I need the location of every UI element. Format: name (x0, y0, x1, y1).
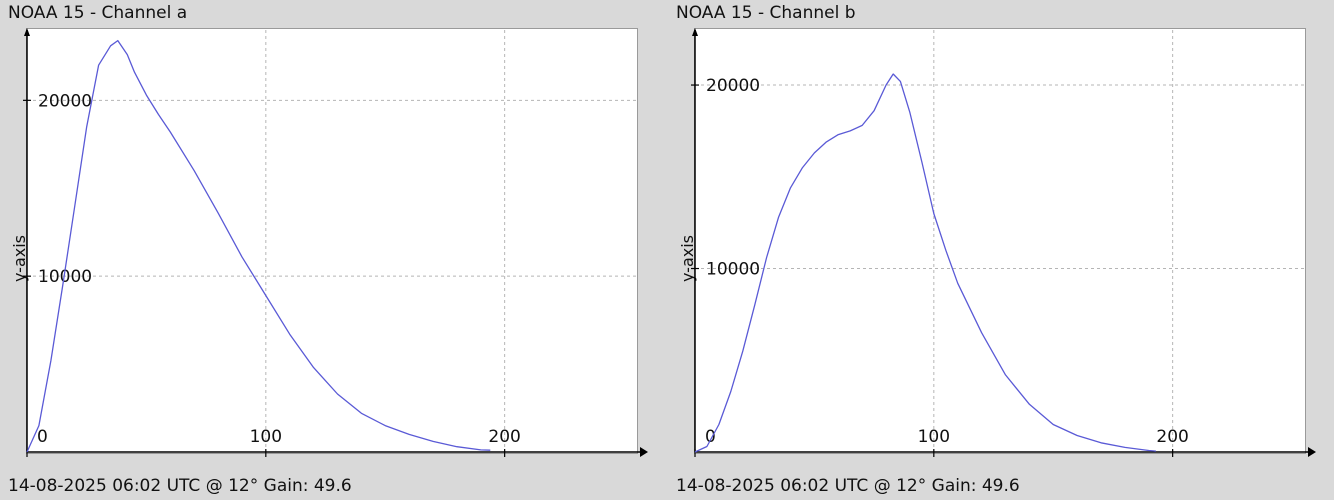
x-axis-arrow (640, 447, 648, 457)
x-tick-label: 100 (250, 427, 282, 447)
x-tick-label: 0 (705, 427, 716, 447)
line-chart: 0 100 200 10000 20000 (23, 28, 648, 457)
chart-panel-channel-a: NOAA 15 - Channel a y-axis 0 100 200 10000 2… (0, 0, 660, 500)
plot-area (694, 28, 1306, 454)
y-axis-arrow (692, 28, 698, 36)
x-axis-arrow (1308, 447, 1316, 457)
pass-info-footer: 14-08-2025 06:02 UTC @ 12° Gain: 49.6 (8, 476, 352, 496)
line-chart: 0 100 200 10000 20000 (691, 28, 1316, 457)
y-tick-label: 10000 (706, 260, 760, 280)
x-tick-label: 200 (488, 427, 520, 447)
pass-info-footer: 14-08-2025 06:02 UTC @ 12° Gain: 49.6 (676, 476, 1020, 496)
y-tick-label: 20000 (706, 76, 760, 96)
chart-title: NOAA 15 - Channel a (8, 3, 188, 23)
series-line (694, 73, 1156, 453)
x-tick-label: 100 (918, 427, 950, 447)
y-tick-label: 10000 (38, 267, 92, 287)
x-tick-label: 0 (37, 427, 48, 447)
x-tick-label: 200 (1156, 427, 1188, 447)
chart-title: NOAA 15 - Channel b (676, 3, 856, 23)
chart-panel-channel-b: NOAA 15 - Channel b y-axis 0 100 200 10000 2… (668, 0, 1328, 500)
y-tick-label: 20000 (38, 91, 92, 111)
series-line (26, 39, 491, 453)
y-axis-arrow (24, 28, 30, 36)
plot-area (26, 28, 638, 454)
